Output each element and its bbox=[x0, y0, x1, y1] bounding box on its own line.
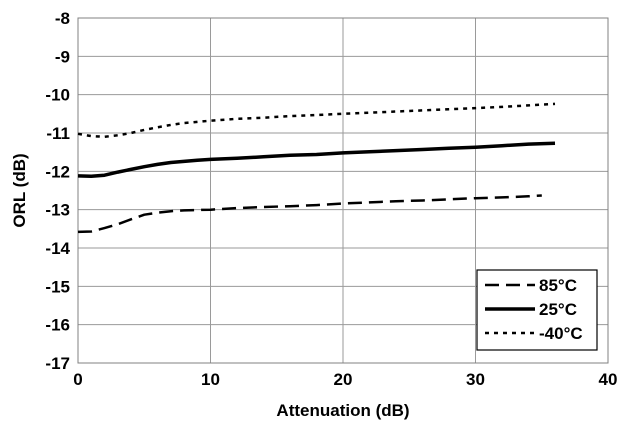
y-tick-label: -12 bbox=[45, 162, 70, 181]
series-line-25c bbox=[77, 141, 556, 179]
x-tick-label: 0 bbox=[73, 370, 82, 389]
y-tick-label: -17 bbox=[45, 354, 70, 373]
y-tick-label: -15 bbox=[45, 277, 70, 296]
x-tick-label: 10 bbox=[201, 370, 220, 389]
x-tick-labels: 0 10 20 30 40 bbox=[73, 370, 617, 389]
y-tick-label: -13 bbox=[45, 201, 70, 220]
legend-label: 25°C bbox=[539, 300, 577, 319]
y-tick-label: -11 bbox=[46, 124, 70, 143]
legend-label: -40°C bbox=[539, 324, 583, 343]
legend-label: 85°C bbox=[539, 276, 577, 295]
series-line-85c bbox=[77, 194, 542, 234]
y-axis-title: ORL (dB) bbox=[10, 153, 29, 227]
x-tick-label: 30 bbox=[466, 370, 485, 389]
y-tick-labels: -8 -9 -10 -11 -12 -13 -14 -15 -16 -17 bbox=[45, 9, 70, 373]
y-tick-label: -9 bbox=[55, 47, 70, 66]
series-line-40c bbox=[77, 102, 556, 139]
series-layer bbox=[77, 102, 556, 234]
x-axis-title: Attenuation (dB) bbox=[276, 401, 409, 420]
y-tick-label: -16 bbox=[45, 316, 70, 335]
y-tick-label: -8 bbox=[55, 9, 70, 28]
y-tick-label: -14 bbox=[45, 239, 70, 258]
plot-frame bbox=[77, 17, 609, 364]
y-tick-label: -10 bbox=[45, 86, 70, 105]
x-tick-label: 20 bbox=[334, 370, 353, 389]
x-tick-label: 40 bbox=[599, 370, 618, 389]
legend: 85°C 25°C -40°C bbox=[476, 269, 598, 351]
